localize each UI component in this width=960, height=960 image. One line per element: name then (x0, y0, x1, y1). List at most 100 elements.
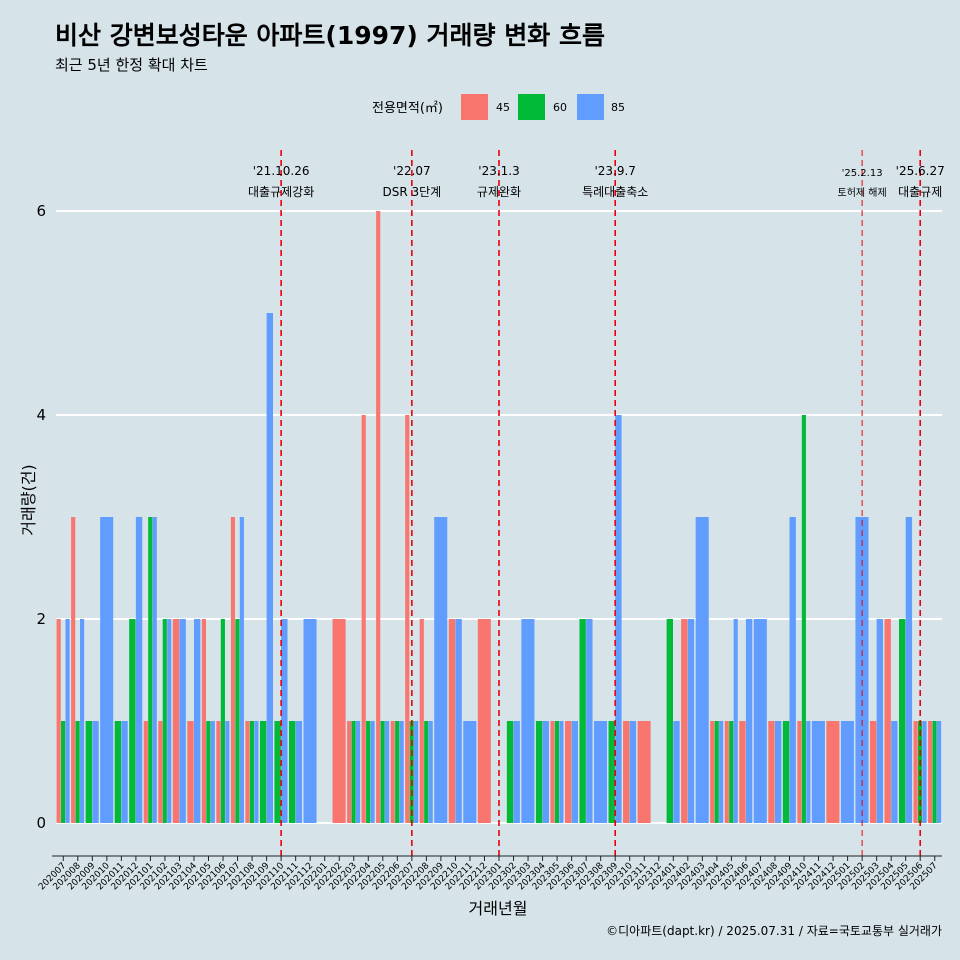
bar-202107-60 (235, 619, 240, 823)
event-label-2: 규제완화 (477, 185, 521, 199)
bar-202308-85 (593, 721, 608, 823)
event-date-3: '23.9.7 (594, 164, 635, 178)
caption: ©디아파트(dapt.kr) / 2025.07.31 / 자료=국토교통부 실… (606, 924, 942, 938)
bar-202206-60 (395, 721, 400, 823)
event-label-3: 특례대출축소 (582, 185, 648, 199)
bar-202305-85 (559, 721, 564, 823)
bar-202108-45 (245, 721, 250, 823)
bar-202008-85 (80, 619, 85, 823)
bar-202405-60 (729, 721, 734, 823)
bar-202107-85 (239, 517, 244, 823)
bar-202104-85 (193, 619, 201, 823)
bar-202310-45 (623, 721, 630, 823)
bar-202204-45 (361, 415, 366, 823)
bar-202007-60 (61, 721, 66, 823)
bar-202305-45 (550, 721, 555, 823)
bar-202208-85 (428, 721, 433, 823)
y-tick-label-4: 4 (36, 406, 46, 424)
bar-202408-85 (774, 721, 782, 823)
bar-202102-60 (162, 619, 167, 823)
bar-202109-60 (259, 721, 267, 823)
x-axis: 2020072020082020092020102020112020122021… (37, 855, 942, 892)
legend-label-45: 45 (496, 101, 510, 114)
bar-202505-85 (905, 517, 913, 823)
bar-202406-45 (739, 721, 746, 823)
bar-202212-45 (477, 619, 491, 823)
bar-202506-85 (922, 721, 927, 823)
bar-202204-60 (366, 721, 371, 823)
bar-202507-60 (932, 721, 937, 823)
bar-202111-60 (288, 721, 296, 823)
bar-202105-85 (210, 721, 215, 823)
bar-202009-85 (92, 721, 99, 823)
bar-202101-60 (148, 517, 153, 823)
bar-202107-45 (230, 517, 236, 823)
bar-202410-85 (806, 721, 811, 823)
y-tick-label-6: 6 (36, 202, 46, 220)
bar-202407-85 (753, 619, 767, 823)
bar-202104-45 (187, 721, 194, 823)
event-date-5: '25.6.27 (896, 164, 945, 178)
bar-202501-85 (840, 721, 854, 823)
bar-202507-85 (936, 721, 942, 823)
bar-202401-85 (673, 721, 680, 823)
y-tick-label-2: 2 (36, 610, 46, 628)
bar-202404-60 (714, 721, 719, 823)
bar-202008-60 (75, 721, 80, 823)
bar-202307-85 (586, 619, 593, 823)
legend-title: 전용면적(㎡) (372, 101, 443, 116)
y-axis-title: 거래량(건) (19, 464, 38, 535)
legend: 전용면적(㎡) 45 60 85 (372, 94, 625, 120)
bar-202209-85 (434, 517, 448, 823)
bar-202208-60 (424, 721, 429, 823)
bar-202106-45 (216, 721, 221, 823)
bar-202307-60 (579, 619, 586, 823)
bar-202203-60 (351, 721, 356, 823)
bar-202204-85 (370, 721, 375, 823)
bar-202506-45 (913, 721, 918, 823)
bar-202310-85 (629, 721, 637, 823)
bar-202403-85 (695, 517, 709, 823)
bar-202409-60 (782, 721, 790, 823)
bar-202110-60 (274, 721, 281, 823)
bar-202011-60 (114, 721, 122, 823)
bar-202106-85 (225, 721, 230, 823)
bar-202101-85 (152, 517, 157, 823)
event-date-4: '25.2.13 (842, 168, 883, 179)
bar-202105-60 (206, 721, 211, 823)
bar-202205-60 (380, 721, 385, 823)
bar-202401-60 (666, 619, 673, 823)
bar-202101-45 (143, 721, 148, 823)
legend-swatch-60 (518, 94, 545, 120)
bar-202304-85 (542, 721, 549, 823)
bar-202306-45 (564, 721, 572, 823)
legend-swatch-85 (577, 94, 604, 120)
bar-202304-60 (535, 721, 543, 823)
event-lines: '21.10.26 대출규제강화 '22.07 DSR 3단계 '23.1.3 규제완화 '… (248, 150, 945, 856)
bars (56, 211, 942, 823)
chart-title: 비산 강변보성타운 아파트(1997) 거래량 변화 흐름 (55, 21, 605, 50)
bar-202410-60 (801, 415, 806, 823)
bar-202111-85 (295, 721, 303, 823)
bar-202302-60 (506, 721, 514, 823)
bar-202203-45 (347, 721, 352, 823)
bar-202405-85 (733, 619, 738, 823)
bar-202405-45 (724, 721, 729, 823)
bar-202110-85 (281, 619, 288, 823)
event-label-0: 대출규제강화 (248, 185, 314, 199)
bar-202008-45 (71, 517, 76, 823)
bar-202208-45 (419, 619, 424, 823)
bar-202102-85 (167, 619, 172, 823)
bar-202412-45 (826, 721, 840, 823)
bar-202206-45 (390, 721, 395, 823)
bar-202402-45 (681, 619, 688, 823)
bar-202503-45 (869, 721, 877, 823)
bar-202507-45 (928, 721, 933, 823)
bar-202012-60 (129, 619, 136, 823)
x-axis-title: 거래년월 (469, 899, 528, 918)
bar-202112-85 (303, 619, 317, 823)
bar-202410-45 (797, 721, 802, 823)
bar-202103-45 (172, 619, 180, 823)
